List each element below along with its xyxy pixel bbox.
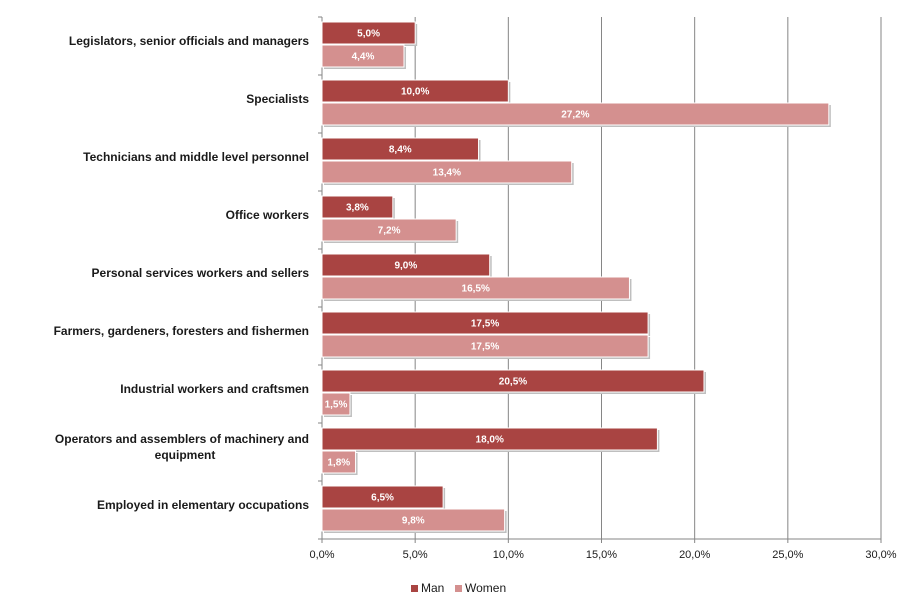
data-label: 27,2% — [561, 110, 589, 121]
x-tick-label: 5,0% — [403, 549, 428, 561]
bar-man[interactable] — [321, 195, 394, 219]
bar-women[interactable] — [321, 218, 457, 242]
category-label: Farmers, gardeners, foresters and fisher… — [54, 324, 309, 338]
data-label: 5,0% — [357, 29, 380, 40]
data-label: 10,0% — [401, 87, 429, 98]
legend-label-man: Man — [421, 581, 444, 595]
bar-man[interactable] — [321, 369, 705, 393]
x-tick-label: 20,0% — [679, 549, 710, 561]
data-label: 4,4% — [352, 52, 375, 63]
data-label: 6,5% — [371, 493, 394, 504]
data-label: 16,5% — [462, 284, 490, 295]
category-label: Industrial workers and craftsmen — [120, 382, 309, 396]
data-label: 17,5% — [471, 319, 499, 330]
data-label: 13,4% — [433, 168, 461, 179]
bar-women[interactable] — [321, 334, 649, 358]
bar-man[interactable] — [321, 485, 444, 509]
bar-women[interactable] — [321, 44, 405, 68]
category-label: Specialists — [246, 92, 309, 106]
data-label: 1,8% — [327, 458, 350, 469]
x-tick-label: 25,0% — [772, 549, 803, 561]
bar-women[interactable] — [321, 508, 506, 532]
legend-swatch-women — [455, 585, 462, 592]
bar-women[interactable] — [321, 392, 351, 416]
bar-man[interactable] — [321, 137, 480, 161]
bar-women[interactable] — [321, 102, 830, 126]
x-tick-label: 10,0% — [493, 549, 524, 561]
data-label: 18,0% — [476, 435, 504, 446]
x-tick-label: 0,0% — [309, 549, 334, 561]
bar-man[interactable] — [321, 427, 658, 451]
bar-man[interactable] — [321, 79, 509, 103]
data-label: 1,5% — [325, 400, 348, 411]
category-label: Employed in elementary occupations — [97, 498, 309, 512]
data-label: 9,0% — [394, 261, 417, 272]
legend-swatch-man — [411, 585, 418, 592]
category-label: Operators and assemblers of machinery an… — [55, 432, 309, 446]
data-label: 9,8% — [402, 516, 425, 527]
legend-label-women: Women — [465, 581, 506, 595]
bar-women[interactable] — [321, 160, 573, 184]
data-label: 17,5% — [471, 342, 499, 353]
category-label: Technicians and middle level personnel — [83, 150, 309, 164]
bar-man[interactable] — [321, 21, 416, 45]
x-tick-label: 15,0% — [586, 549, 617, 561]
x-tick-label: 30,0% — [865, 549, 896, 561]
data-label: 7,2% — [378, 226, 401, 237]
bar-man[interactable] — [321, 311, 649, 335]
category-label: Personal services workers and sellers — [92, 266, 310, 280]
category-label: Legislators, senior officials and manage… — [69, 34, 309, 48]
data-label: 8,4% — [389, 145, 412, 156]
category-label: equipment — [155, 448, 216, 462]
data-label: 20,5% — [499, 377, 527, 388]
bar-women[interactable] — [321, 450, 357, 474]
category-label: Office workers — [226, 208, 310, 222]
bar-man[interactable] — [321, 253, 491, 277]
bar-women[interactable] — [321, 276, 630, 300]
data-label: 3,8% — [346, 203, 369, 214]
